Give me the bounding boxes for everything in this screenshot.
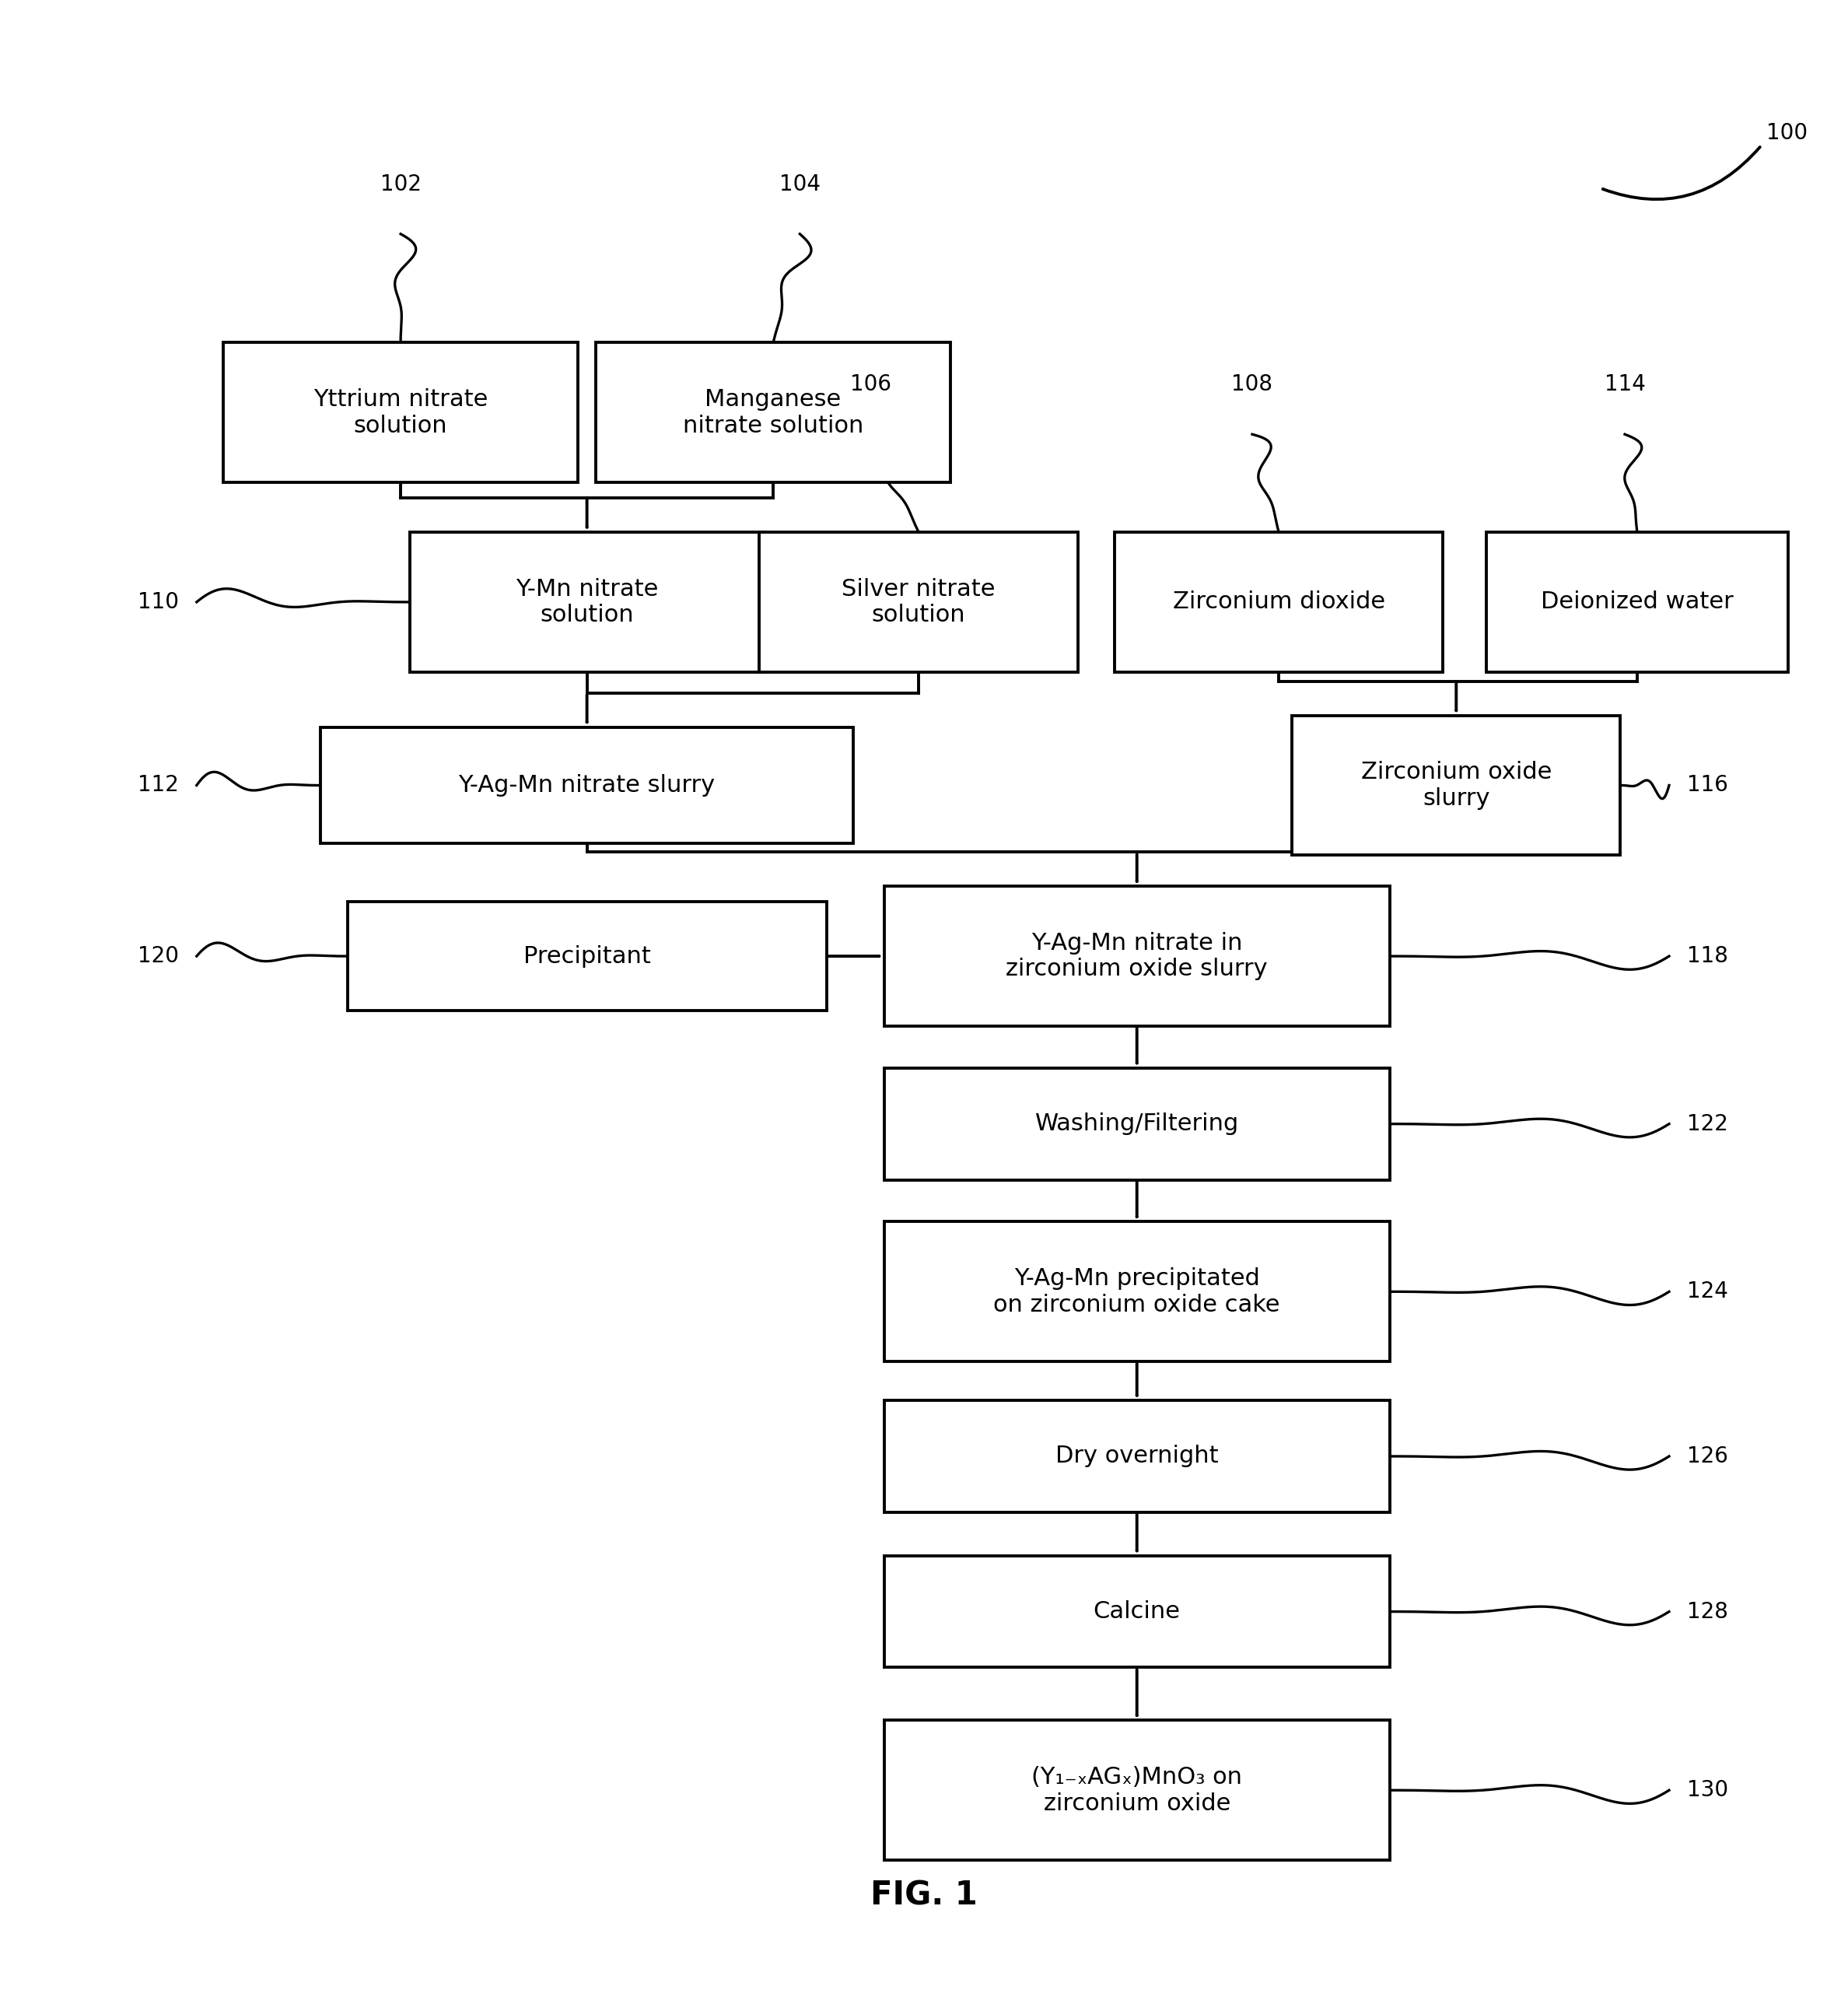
- Text: Yttrium nitrate
solution: Yttrium nitrate solution: [314, 388, 488, 438]
- Text: 100: 100: [1767, 121, 1807, 143]
- Text: Silver nitrate
solution: Silver nitrate solution: [843, 577, 996, 627]
- Text: 102: 102: [381, 173, 421, 195]
- FancyBboxPatch shape: [883, 1222, 1390, 1361]
- FancyBboxPatch shape: [760, 531, 1079, 673]
- Text: Y-Ag-Mn precipitated
on zirconium oxide cake: Y-Ag-Mn precipitated on zirconium oxide …: [994, 1268, 1281, 1315]
- Text: Deionized water: Deionized water: [1541, 591, 1733, 613]
- Text: 112: 112: [139, 774, 179, 796]
- FancyBboxPatch shape: [883, 1069, 1390, 1180]
- Text: Calcine: Calcine: [1094, 1600, 1181, 1624]
- FancyBboxPatch shape: [883, 1719, 1390, 1861]
- Text: (Y₁₋ₓAGₓ)MnO₃ on
zirconium oxide: (Y₁₋ₓAGₓ)MnO₃ on zirconium oxide: [1031, 1765, 1242, 1815]
- Text: Precipitant: Precipitant: [523, 945, 650, 967]
- Text: 128: 128: [1687, 1600, 1728, 1622]
- FancyBboxPatch shape: [410, 531, 765, 673]
- FancyBboxPatch shape: [224, 342, 578, 482]
- FancyBboxPatch shape: [1114, 531, 1443, 673]
- FancyBboxPatch shape: [883, 886, 1390, 1027]
- FancyBboxPatch shape: [883, 1401, 1390, 1512]
- Text: Zirconium oxide
slurry: Zirconium oxide slurry: [1360, 760, 1552, 810]
- Text: 130: 130: [1687, 1779, 1728, 1801]
- FancyBboxPatch shape: [322, 726, 854, 844]
- Text: Y-Ag-Mn nitrate in
zirconium oxide slurry: Y-Ag-Mn nitrate in zirconium oxide slurr…: [1005, 931, 1268, 981]
- Text: 114: 114: [1604, 374, 1645, 396]
- Text: Zirconium dioxide: Zirconium dioxide: [1173, 591, 1384, 613]
- Text: FIG. 1: FIG. 1: [870, 1879, 978, 1912]
- Text: 124: 124: [1687, 1282, 1728, 1303]
- FancyBboxPatch shape: [595, 342, 950, 482]
- FancyBboxPatch shape: [1486, 531, 1789, 673]
- Text: 118: 118: [1687, 945, 1728, 967]
- Text: 104: 104: [780, 173, 821, 195]
- Text: Y-Ag-Mn nitrate slurry: Y-Ag-Mn nitrate slurry: [458, 774, 715, 796]
- Text: Washing/Filtering: Washing/Filtering: [1035, 1112, 1238, 1134]
- FancyBboxPatch shape: [883, 1556, 1390, 1668]
- Text: 120: 120: [137, 945, 179, 967]
- Text: 108: 108: [1231, 374, 1273, 396]
- Text: 126: 126: [1687, 1445, 1728, 1467]
- Text: Y-Mn nitrate
solution: Y-Mn nitrate solution: [516, 577, 658, 627]
- Text: Dry overnight: Dry overnight: [1055, 1445, 1218, 1467]
- Text: Manganese
nitrate solution: Manganese nitrate solution: [682, 388, 863, 438]
- FancyBboxPatch shape: [347, 901, 826, 1011]
- Text: 110: 110: [137, 591, 179, 613]
- Text: 106: 106: [850, 374, 891, 396]
- Text: 116: 116: [1687, 774, 1728, 796]
- Text: 122: 122: [1687, 1112, 1728, 1134]
- FancyBboxPatch shape: [1292, 716, 1621, 856]
